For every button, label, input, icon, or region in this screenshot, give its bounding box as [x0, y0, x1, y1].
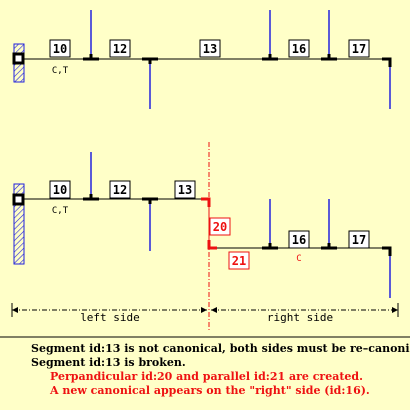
label-20: 20 — [213, 220, 227, 234]
canonical-tag: C — [296, 254, 301, 264]
caption-line-4: A new canonical appears on the "right" s… — [50, 384, 370, 397]
top-tee-1 — [83, 54, 99, 61]
top-tee-3 — [262, 54, 278, 61]
bottom-label-10: 10 — [53, 183, 67, 197]
arrow-right-end — [392, 307, 398, 313]
top-label-16: 16 — [292, 42, 306, 56]
bottom-tee-4 — [321, 243, 337, 250]
top-label-box-12 — [109, 39, 131, 58]
bottom-label-17: 17 — [352, 233, 366, 247]
top-label-17: 17 — [352, 42, 366, 56]
bottom-label-box-16 — [288, 230, 310, 249]
top-label-12: 12 — [113, 42, 127, 56]
label-box-20 — [209, 217, 231, 236]
bottom-tag-ct: C,T — [52, 206, 69, 216]
bottom-label-box-13 — [174, 180, 196, 199]
top-tag-ct: C,T — [52, 66, 69, 76]
left-side-label: left side — [80, 311, 140, 324]
bottom-tee-2 — [142, 197, 158, 204]
bottom-origin-node — [12, 193, 25, 206]
bottom-label-12: 12 — [113, 183, 127, 197]
top-label-box-10 — [49, 39, 71, 58]
bottom-tee-1 — [83, 194, 99, 201]
corner-top-red — [201, 197, 211, 207]
arrow-left-end — [12, 307, 18, 313]
bottom-tee-3 — [262, 243, 278, 250]
top-diagram: 10 12 13 16 17 C,T — [12, 10, 392, 109]
arrow-left-side-mid — [201, 307, 207, 313]
top-label-13: 13 — [203, 42, 217, 56]
bottom-label-16: 16 — [292, 233, 306, 247]
bottom-label-box-12 — [109, 180, 131, 199]
arrow-right-side-mid — [211, 307, 217, 313]
top-label-box-16 — [288, 39, 310, 58]
top-label-box-13 — [199, 39, 221, 58]
caption-line-3: Perpandicular id:20 and parallel id:21 a… — [50, 370, 363, 383]
bottom-label-13: 13 — [178, 183, 192, 197]
top-tee-4 — [321, 54, 337, 61]
caption-line-2: Segment id:13 is broken. — [31, 356, 186, 369]
top-end-corner — [382, 57, 392, 67]
bottom-label-box-17 — [348, 230, 370, 249]
label-box-21 — [228, 251, 250, 270]
bottom-label-box-10 — [49, 180, 71, 199]
bottom-diagram: 10 12 13 16 17 20 21 C,T C — [12, 152, 392, 298]
top-tee-2 — [142, 57, 158, 64]
top-label-box-17 — [348, 39, 370, 58]
top-label-10: 10 — [53, 42, 67, 56]
side-markers: left side right side — [11, 303, 399, 324]
top-origin-node — [12, 52, 25, 65]
corner-bottom-red — [207, 240, 217, 250]
bottom-hatch-wall — [13, 183, 25, 265]
caption-line-1: Segment id:13 is not canonical, both sid… — [31, 342, 410, 355]
bottom-end-corner — [382, 246, 392, 256]
right-side-label: right side — [267, 311, 333, 324]
label-21: 21 — [232, 254, 246, 268]
